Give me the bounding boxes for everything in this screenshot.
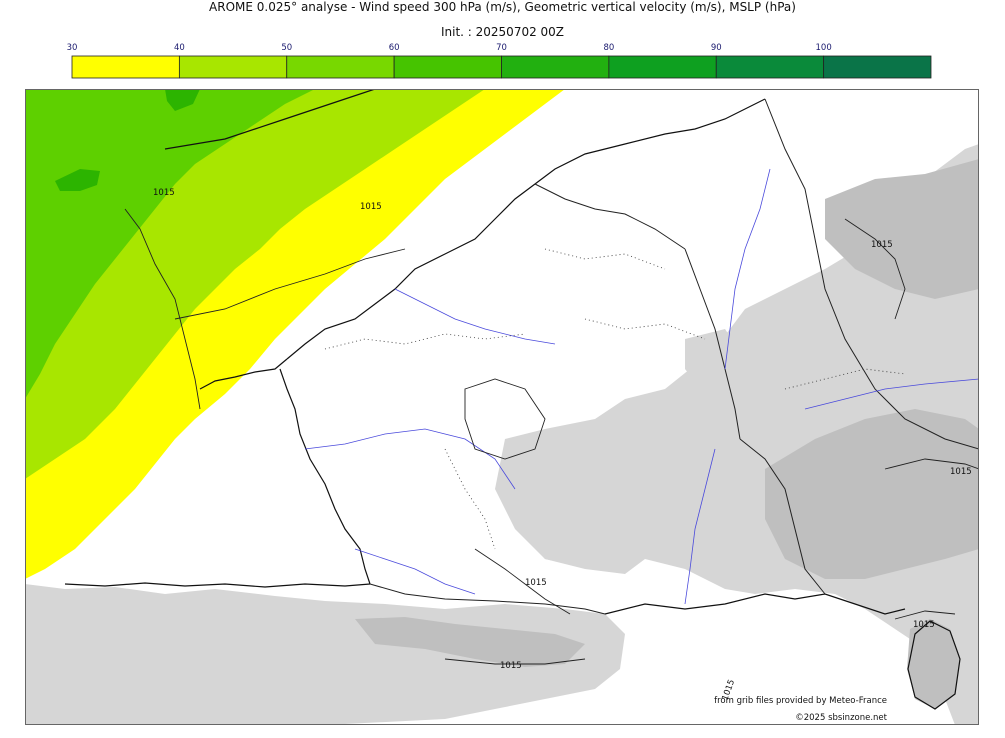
wind-band-50-60 <box>25 89 315 399</box>
alps-core-shading <box>765 409 979 579</box>
colorbar-box-2 <box>286 55 395 79</box>
vv-dots-e <box>784 368 906 390</box>
wind-band-60-70-b <box>165 89 200 111</box>
init-time-label: Init. : 20250702 00Z <box>440 25 565 39</box>
river-rhine <box>724 168 771 370</box>
data-source-credit: from grib files provided by Meteo-France <box>714 696 887 706</box>
border-france-switzerland-italy <box>739 438 826 595</box>
country-borders <box>369 98 979 615</box>
isobar-label-5: 1015 <box>525 578 547 588</box>
chart-title: AROME 0.025° analyse - Wind speed 300 hP… <box>209 0 796 14</box>
border-france-belgium <box>534 183 686 250</box>
coastlines <box>64 89 961 710</box>
isobar-1015-alps <box>884 458 979 470</box>
colorbar-tick-50: 50 <box>281 43 292 53</box>
isobar-1015-west <box>124 208 201 410</box>
vosges-shading <box>685 329 745 394</box>
vv-dots-b <box>544 248 666 270</box>
river-rhone <box>684 448 716 605</box>
wind-speed-colorbar: 30 40 50 60 70 80 90 100 <box>67 43 932 79</box>
massif-central-shading <box>505 439 655 567</box>
ardennes-shading <box>615 409 675 444</box>
coastline-brittany <box>199 358 288 390</box>
colorbar-ticks: 30 40 50 60 70 80 90 100 <box>67 43 832 53</box>
colorbar-box-4 <box>501 55 610 79</box>
copyright-credit: ©2025 sbsinzone.net <box>795 713 887 723</box>
colorbar-box-3 <box>393 55 502 79</box>
coastline-channel <box>286 98 766 360</box>
colorbar-tick-100: 100 <box>816 43 832 53</box>
colorbar-tick-40: 40 <box>174 43 185 53</box>
river-garonne <box>354 548 476 595</box>
border-france-spain <box>369 583 606 615</box>
isobar-1015-central <box>464 378 546 460</box>
colorbar-tick-80: 80 <box>603 43 614 53</box>
colorbar-box-1 <box>178 55 288 79</box>
alps-shading <box>495 144 979 725</box>
border-france-germany <box>684 248 741 440</box>
isobar-1015-north <box>174 248 406 320</box>
isobar-label-3: 1015 <box>871 240 893 250</box>
isobar-label-6: 1015 <box>500 661 522 671</box>
colorbar-tick-30: 30 <box>67 43 78 53</box>
coastline-mediterranean <box>604 593 906 615</box>
german-highlands-shading <box>825 159 979 299</box>
map-frame <box>25 89 979 725</box>
isobar-label-4: 1015 <box>950 467 972 477</box>
isobar-1015-east <box>844 218 906 320</box>
corsica-shading <box>907 619 960 709</box>
coastline-france-west <box>279 368 371 585</box>
isobar-label-2: 1015 <box>360 202 382 212</box>
isobar-label-7: 1015 <box>913 620 935 630</box>
isobar-label-1: 1015 <box>153 188 175 198</box>
wind-speed-bands <box>25 89 565 579</box>
pyrenees-core-shading <box>355 617 585 667</box>
coastline-spain-north <box>64 582 371 588</box>
colorbar-tick-90: 90 <box>711 43 722 53</box>
border-germany-east <box>764 98 979 450</box>
forecast-map: 1015 1015 1015 1015 1015 1015 1015 1015 <box>25 89 979 725</box>
isobar-1015-corsica <box>894 610 956 620</box>
vv-dots-c <box>584 318 706 340</box>
colorbar-box-5 <box>608 55 717 79</box>
isobars <box>124 208 979 665</box>
coastline-england-south <box>164 89 376 150</box>
colorbar-tick-60: 60 <box>389 43 400 53</box>
terrain-shading-darker <box>355 159 979 709</box>
wind-band-60-70 <box>55 169 100 191</box>
colorbar-boxes <box>71 55 932 79</box>
isobar-1015-south <box>474 548 571 615</box>
river-danube <box>804 378 979 410</box>
rivers <box>304 168 979 605</box>
pyrenees-shading <box>25 584 625 725</box>
colorbar-tick-70: 70 <box>496 43 507 53</box>
colorbar-box-7 <box>823 55 932 79</box>
colorbar-box-0 <box>71 55 180 79</box>
colorbar-box-6 <box>715 55 825 79</box>
vv-dots-d <box>444 448 496 550</box>
coastline-corsica <box>907 620 961 710</box>
river-seine <box>394 288 556 345</box>
isobar-1015-pyrenees <box>444 658 586 665</box>
terrain-shading <box>25 144 979 725</box>
river-loire <box>304 428 516 490</box>
vertical-velocity-dots <box>324 248 906 550</box>
